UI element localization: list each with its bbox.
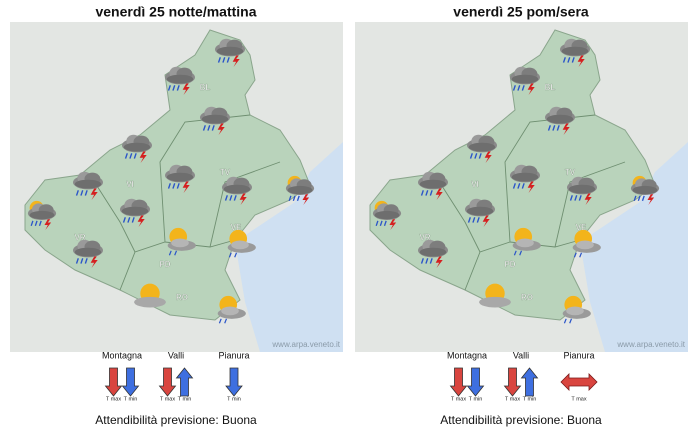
province-label: VE	[231, 223, 242, 232]
trend-label: T max	[571, 396, 586, 402]
trend-arrow	[225, 367, 243, 397]
province-label: RO	[521, 293, 533, 302]
trend-arrow	[104, 367, 123, 397]
sea	[235, 142, 343, 352]
zone-label: Montagna	[447, 350, 487, 360]
forecast-panel: venerdì 25 notte/mattina BL TV VI VE VR PD RO ww…	[10, 4, 343, 427]
sea	[580, 142, 688, 352]
zone-label: Pianura	[218, 350, 249, 360]
trend-arrow	[560, 373, 598, 391]
trend-arrow	[158, 367, 177, 397]
trend-label: T max	[505, 396, 520, 402]
watermark: www.arpa.veneto.it	[271, 340, 340, 349]
zone-label: Valli	[513, 350, 529, 360]
province-label: PD	[159, 260, 170, 269]
trend-arrow	[503, 367, 522, 397]
province-label: VR	[419, 233, 430, 242]
province-label: BL	[545, 83, 556, 92]
province-borders	[89, 114, 281, 291]
reliability: Attendibilità previsione: Buona	[440, 413, 602, 427]
province-label: VE	[576, 223, 587, 232]
trend-label: T max	[106, 396, 121, 402]
trend-arrow	[175, 367, 194, 397]
province-label: VI	[471, 180, 479, 189]
trend-label: T max	[160, 396, 175, 402]
province-borders	[434, 114, 626, 291]
trend-arrow	[466, 367, 485, 397]
panel-title: venerdì 25 notte/mattina	[95, 4, 256, 20]
province-label: TV	[220, 168, 231, 177]
province-label: VR	[74, 233, 85, 242]
trend-label: T min	[124, 396, 138, 402]
trend-label: T min	[469, 396, 483, 402]
forecast-panel: venerdì 25 pom/sera BL TV VI VE VR PD RO www.arp…	[355, 4, 688, 427]
panel-title: venerdì 25 pom/sera	[453, 4, 589, 20]
province-label: TV	[565, 168, 576, 177]
trend-arrow	[449, 367, 468, 397]
province-label: RO	[176, 293, 188, 302]
zone-label: Valli	[168, 350, 184, 360]
trend-label: T min	[227, 396, 241, 402]
trend-arrow	[520, 367, 539, 397]
trend-label: T min	[523, 396, 537, 402]
zone-label: Pianura	[563, 350, 594, 360]
trend-arrow	[121, 367, 140, 397]
zone-label: Montagna	[102, 350, 142, 360]
trend-label: T max	[451, 396, 466, 402]
watermark: www.arpa.veneto.it	[616, 340, 685, 349]
reliability: Attendibilità previsione: Buona	[95, 413, 257, 427]
province-label: BL	[200, 83, 211, 92]
trend-label: T min	[178, 396, 192, 402]
province-label: PD	[504, 260, 515, 269]
province-label: VI	[126, 180, 134, 189]
